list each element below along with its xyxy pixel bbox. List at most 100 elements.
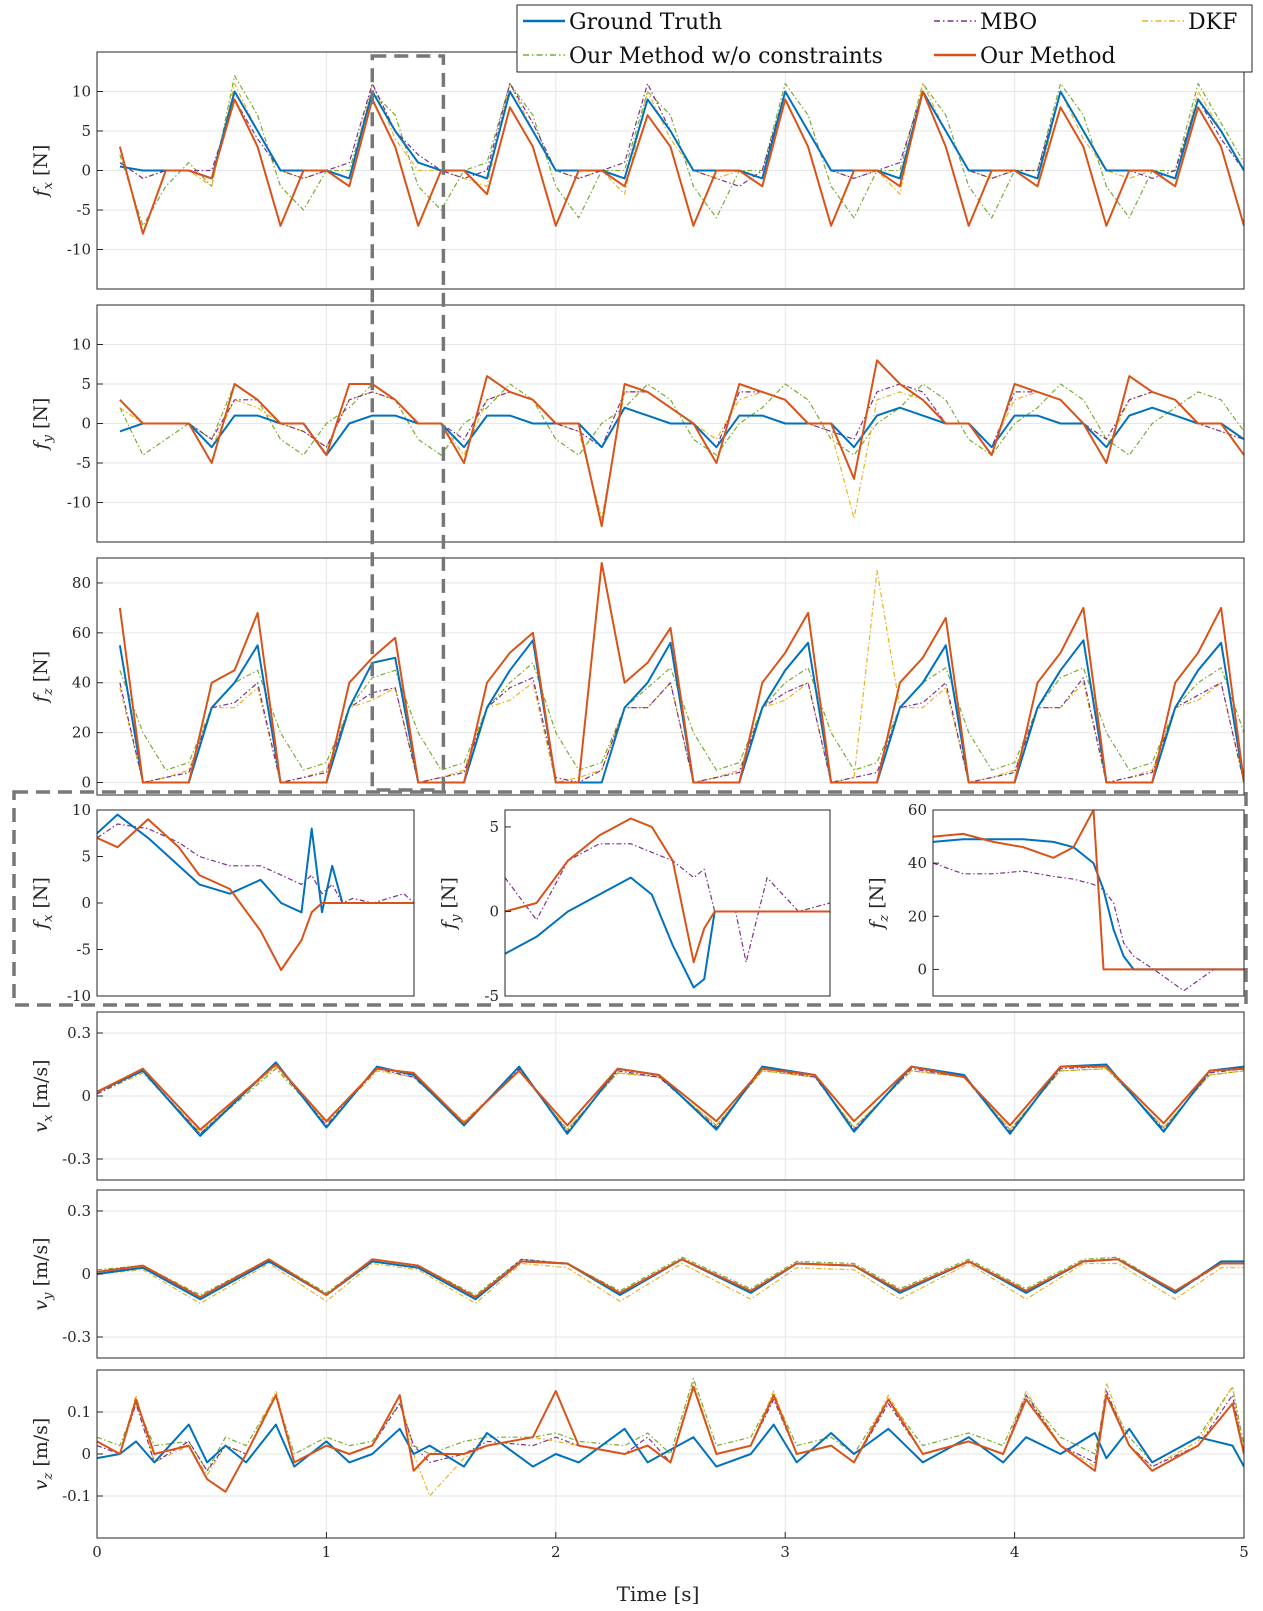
series-our-method-zfy <box>505 817 830 964</box>
legend-box <box>516 4 1253 73</box>
series-group-fx <box>118 75 1244 235</box>
series-group-vz <box>97 1377 1244 1497</box>
series-our-method-zfx <box>97 818 414 971</box>
ytick-label-vy-0: -0.3 <box>62 1328 91 1346</box>
series-our-method-vy <box>97 1258 1244 1299</box>
ytick-label-fy-0: -10 <box>67 494 91 512</box>
series-group-zfy <box>505 817 830 989</box>
ytick-label-vz-2: 0.1 <box>67 1403 91 1421</box>
xtick-label-5: 5 <box>1239 1543 1249 1561</box>
ytick-label-vz-0: -0.1 <box>62 1487 91 1505</box>
legend-label-mbo: MBO <box>980 10 1037 35</box>
ytick-label-fx-2: 0 <box>81 162 91 180</box>
ytick-label-zfy-1: 0 <box>489 902 499 920</box>
ytick-label-zfz-1: 20 <box>908 907 927 925</box>
axes-frame-fz <box>96 557 1245 796</box>
axes-frame-zfz <box>932 809 1245 997</box>
plot-area-zfy <box>505 810 830 996</box>
ytick-label-fx-1: -5 <box>76 201 91 219</box>
series-our-method-vz <box>97 1385 1244 1493</box>
series-our-method-zfz <box>933 810 1244 971</box>
ytick-label-vz-1: 0 <box>81 1445 91 1463</box>
series-group-vy <box>97 1256 1244 1305</box>
ytick-label-fy-1: -5 <box>76 454 91 472</box>
panel-zfz: 0 20 40 60 fz [N] <box>866 801 1245 997</box>
legend-label-dkf: DKF <box>1188 10 1237 35</box>
ytick-label-fy-2: 0 <box>81 415 91 433</box>
ytick-label-zfy-0: -5 <box>484 987 499 1005</box>
ylabel-fx: fx [N] <box>30 145 56 199</box>
ytick-label-zfz-2: 40 <box>908 854 927 872</box>
series-our-method-w-o-constraints-fz <box>119 662 1244 771</box>
ylabel-vy: vy [m/s] <box>30 1237 56 1310</box>
ylabel-vx: vx [m/s] <box>30 1059 56 1132</box>
ylabel-zfx: fx [N] <box>30 877 56 931</box>
ylabel-zfy: fy [N] <box>438 877 464 931</box>
panel-zfy: -5 0 5 fy [N] <box>438 809 831 1005</box>
x-axis-label: Time [s] <box>617 1582 700 1606</box>
series-group-vx <box>97 1061 1244 1137</box>
ytick-label-zfx-2: 0 <box>81 894 91 912</box>
ytick-label-zfz-3: 60 <box>908 801 927 819</box>
ytick-label-fz-2: 40 <box>72 674 91 692</box>
series-ground-truth-vz <box>97 1423 1244 1468</box>
panel-vy: -0.3 0 0.3 vy [m/s] <box>30 1189 1245 1359</box>
series-group-fy <box>119 359 1244 528</box>
series-mbo-fz <box>119 677 1244 784</box>
xtick-label-3: 3 <box>780 1543 790 1561</box>
panel-vx: -0.3 0 0.3 vx [m/s] <box>30 1011 1245 1181</box>
ylabel-fy: fy [N] <box>30 398 56 452</box>
legend-label-no-constraints: Our Method w/o constraints <box>569 44 883 69</box>
panel-fx: -10 -5 0 5 10 fx [N] <box>30 51 1245 290</box>
highlight-window-box <box>370 54 446 792</box>
ytick-label-fy-4: 10 <box>72 336 91 354</box>
legend-label-our-method: Our Method <box>980 44 1116 69</box>
series-group-zfx <box>97 813 414 971</box>
ylabel-fz: fz [N] <box>30 651 56 704</box>
series-our-method-w-o-constraints-vy <box>97 1256 1244 1296</box>
ytick-label-fx-4: 10 <box>72 83 91 101</box>
xtick-label-4: 4 <box>1010 1543 1020 1561</box>
ytick-label-vy-1: 0 <box>81 1265 91 1283</box>
zoom-panels-layer: -10 -5 0 5 10 fx [N] -5 0 5 fy [N] 0 20 40 60 fz [N] <box>30 801 1245 1005</box>
panel-fy: -10 -5 0 5 10 fy [N] <box>30 304 1245 543</box>
ytick-label-zfx-1: -5 <box>76 941 91 959</box>
ytick-label-zfx-0: -10 <box>67 987 91 1005</box>
ylabel-vz: vz [m/s] <box>30 1418 56 1491</box>
xtick-label-2: 2 <box>551 1543 561 1561</box>
ytick-label-zfx-3: 5 <box>81 848 91 866</box>
ytick-label-vy-2: 0.3 <box>67 1202 91 1220</box>
series-dkf-vy <box>97 1262 1244 1305</box>
ytick-label-fz-0: 0 <box>81 774 91 792</box>
highlight-overlay <box>12 54 1248 1007</box>
legend-label-ground-truth: Ground Truth <box>569 10 722 35</box>
series-our-method-fy <box>119 359 1244 528</box>
ytick-label-vx-0: -0.3 <box>62 1150 91 1168</box>
ytick-label-fy-3: 5 <box>81 375 91 393</box>
xtick-label-0: 0 <box>92 1543 102 1561</box>
series-our-method-fx <box>118 90 1244 235</box>
ytick-label-zfy-2: 5 <box>489 818 499 836</box>
ytick-label-vx-2: 0.3 <box>67 1024 91 1042</box>
series-mbo-zfx <box>97 823 414 904</box>
series-dkf-fz <box>119 569 1244 784</box>
plot-area-zfz <box>933 810 1244 996</box>
ytick-label-fx-0: -10 <box>67 241 91 259</box>
ytick-label-fx-3: 5 <box>81 122 91 140</box>
ylabel-zfz: fz [N] <box>866 877 892 930</box>
panel-vz: -0.1 0 0.1 vz [m/s] 0 1 2 3 4 5 <box>30 1369 1249 1561</box>
axes-frame-zfy <box>504 809 831 997</box>
xtick-label-1: 1 <box>322 1543 332 1561</box>
panel-fz: 0 20 40 60 80 fz [N] <box>30 557 1245 796</box>
legend: Ground Truth MBO DKF Our Method w/o cons… <box>516 4 1253 73</box>
ytick-label-vx-1: 0 <box>81 1087 91 1105</box>
ytick-label-fz-3: 60 <box>72 624 91 642</box>
series-group-zfz <box>933 810 1244 992</box>
series-our-method-w-o-constraints-vz <box>97 1377 1244 1472</box>
ytick-label-zfx-4: 10 <box>72 801 91 819</box>
series-our-method-fz <box>118 562 1244 784</box>
ytick-label-zfz-0: 0 <box>917 960 927 978</box>
series-group-fz <box>118 562 1244 784</box>
